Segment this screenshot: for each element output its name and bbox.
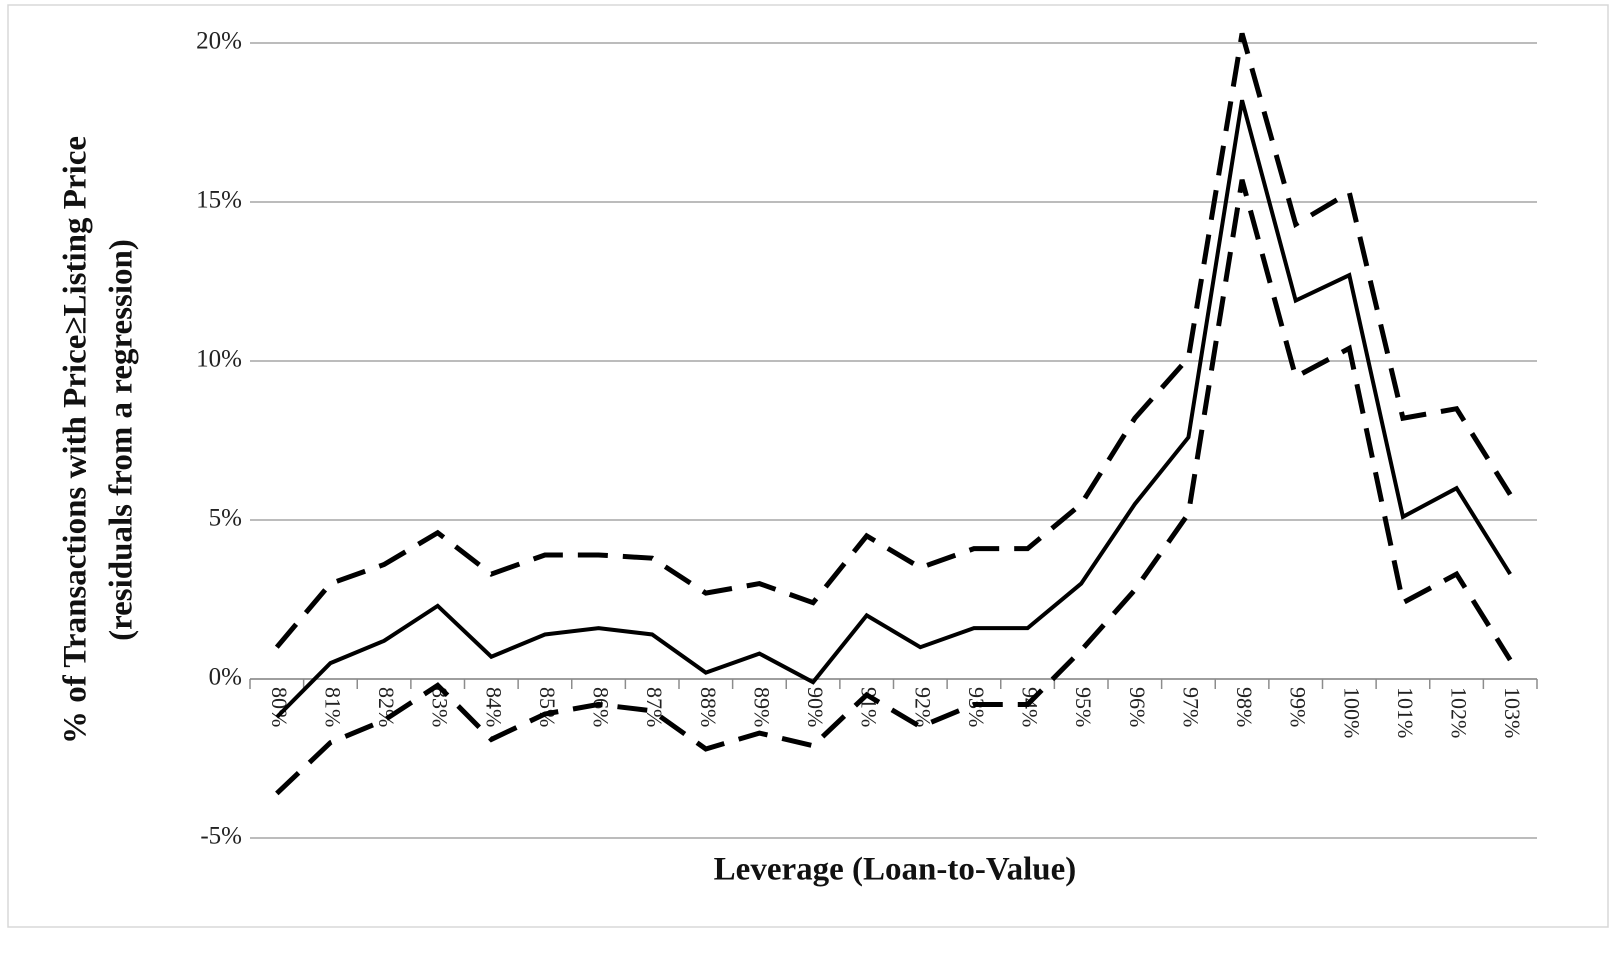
x-tick-label: 93% (964, 687, 989, 727)
y-tick-label: 10% (196, 346, 242, 373)
y-tick-label: -5% (200, 823, 242, 850)
x-tick-label: 88% (696, 687, 721, 727)
x-tick-label: 85% (535, 687, 560, 727)
x-tick-label: 97% (1178, 687, 1203, 727)
x-tick-label: 83% (428, 687, 453, 727)
y-tick-label: 0% (209, 664, 242, 691)
x-tick-label: 100% (1339, 687, 1364, 738)
x-tick-label: 95% (1071, 687, 1096, 727)
x-tick-label: 96% (1125, 687, 1150, 727)
x-tick-label: 81% (320, 687, 345, 727)
series-line (275, 99, 1512, 719)
x-axis-title: Leverage (Loan-to-Value) (714, 852, 1077, 888)
x-tick-label: 101% (1393, 687, 1418, 738)
x-tick-label: 82% (374, 687, 399, 727)
y-tick-label: 15% (196, 187, 242, 214)
x-tick-label: 102% (1447, 687, 1472, 738)
x-tick-label: 91% (857, 687, 882, 727)
y-axis-title: (residuals from a regression) (104, 239, 140, 641)
series-line (275, 179, 1513, 796)
y-tick-label: 5% (209, 505, 242, 532)
y-axis-title: % of Transactions with Price≥Listing Pri… (58, 136, 94, 744)
x-tick-label: 103% (1500, 687, 1525, 738)
x-tick-label: 98% (1232, 687, 1257, 727)
x-tick-label: 99% (1286, 687, 1311, 727)
chart-border (7, 4, 1609, 928)
x-tick-label: 84% (481, 687, 506, 727)
x-tick-label: 90% (803, 687, 828, 727)
y-tick-label: 20% (196, 28, 242, 55)
series-line (274, 32, 1513, 649)
x-tick-label: 89% (749, 687, 774, 727)
